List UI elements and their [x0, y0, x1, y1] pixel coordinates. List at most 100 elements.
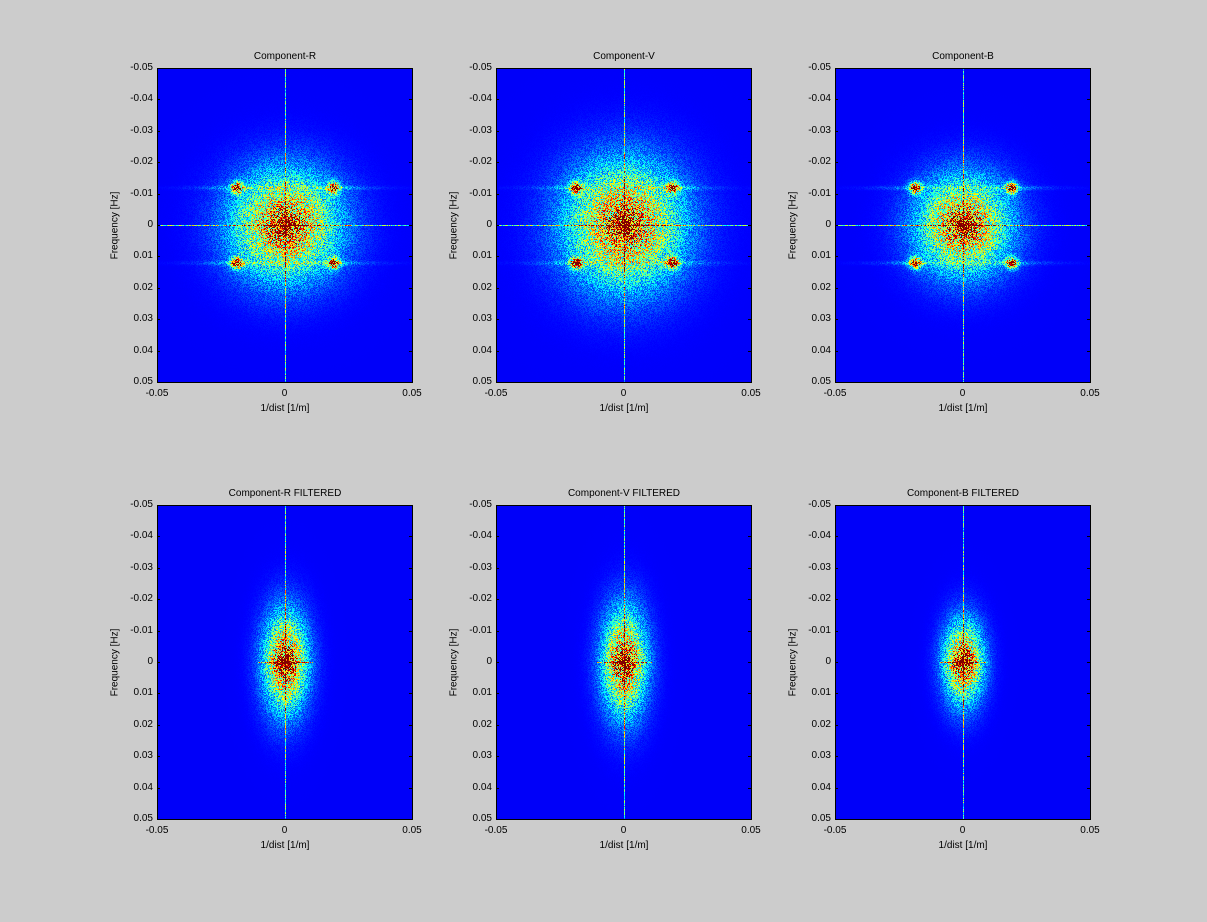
y-tick-label: 0.05 [472, 813, 492, 824]
y-axis-label: Frequency [Hz] [448, 628, 460, 696]
heatmap-plot [496, 505, 752, 820]
y-tick-mark [1087, 225, 1090, 226]
y-tick-mark [748, 567, 751, 569]
y-tick-mark [748, 193, 751, 195]
x-tick-label: 0.05 [402, 825, 422, 836]
heatmap-plot [835, 505, 1091, 820]
y-tick-mark [157, 130, 160, 132]
x-tick-label: 0.05 [402, 388, 422, 399]
x-axis-label: 1/dist [1/m] [599, 403, 649, 414]
y-tick-mark [835, 567, 838, 569]
y-tick-mark [496, 130, 499, 132]
y-tick-label: -0.01 [469, 187, 492, 199]
y-tick-mark [1087, 819, 1090, 820]
y-tick-label: -0.03 [130, 124, 153, 136]
y-tick-mark [409, 256, 412, 258]
y-tick-label: 0 [825, 219, 831, 230]
y-tick-mark [835, 256, 838, 258]
x-tick-label: 0 [959, 825, 966, 836]
y-tick-mark [496, 536, 499, 538]
y-tick-label: -0.05 [808, 62, 831, 73]
y-tick-mark [496, 662, 499, 663]
heatmap-plot [496, 68, 752, 383]
heatmap-plot [157, 505, 413, 820]
y-tick-mark [835, 350, 838, 352]
y-tick-label: -0.02 [808, 593, 831, 605]
x-tick-label: -0.05 [484, 825, 508, 836]
y-tick-mark [496, 724, 499, 726]
y-tick-label: 0.02 [811, 281, 831, 293]
y-tick-mark [835, 287, 838, 289]
y-tick-label: 0.05 [133, 813, 153, 824]
x-tick-label: 0 [620, 388, 627, 399]
spectrum-canvas [836, 69, 1090, 382]
y-tick-label: 0 [486, 219, 492, 230]
y-tick-label: 0 [825, 656, 831, 667]
y-tick-mark [748, 287, 751, 289]
chart-title: Component-V [593, 51, 655, 62]
y-tick-label: 0.05 [811, 376, 831, 387]
y-tick-mark [157, 162, 160, 164]
y-tick-mark [409, 193, 412, 195]
y-tick-mark [496, 819, 499, 820]
x-tick-label: 0.05 [741, 388, 761, 399]
y-tick-mark [496, 99, 499, 101]
y-tick-label: 0.04 [133, 344, 153, 356]
y-tick-mark [1087, 536, 1090, 538]
y-tick-label: -0.01 [130, 624, 153, 636]
y-tick-mark [409, 162, 412, 164]
y-tick-label: 0.01 [133, 687, 153, 699]
chart-title: Component-R FILTERED [228, 488, 342, 499]
y-tick-mark [835, 724, 838, 726]
spectrum-canvas [836, 506, 1090, 819]
y-tick-mark [835, 819, 838, 820]
y-tick-label: -0.03 [469, 561, 492, 573]
x-tick-label: -0.05 [823, 388, 847, 399]
y-tick-label: -0.05 [469, 499, 492, 510]
y-tick-mark [496, 567, 499, 569]
y-tick-mark [409, 319, 412, 321]
y-tick-mark [496, 287, 499, 289]
y-tick-label: -0.05 [808, 499, 831, 510]
y-tick-mark [835, 662, 838, 663]
y-tick-mark [157, 68, 160, 69]
y-tick-mark [409, 99, 412, 101]
y-tick-mark [496, 693, 499, 695]
y-tick-mark [748, 130, 751, 132]
y-tick-mark [409, 693, 412, 695]
chart-title: Component-R [253, 51, 317, 62]
y-tick-mark [835, 68, 838, 69]
y-tick-mark [157, 505, 160, 506]
y-tick-label: 0 [147, 656, 153, 667]
y-tick-mark [835, 630, 838, 632]
y-axis-label: Frequency [Hz] [787, 628, 799, 696]
y-tick-mark [496, 599, 499, 601]
y-tick-mark [1087, 567, 1090, 569]
x-tick-label: -0.05 [484, 388, 508, 399]
y-tick-mark [409, 662, 412, 663]
y-tick-mark [157, 819, 160, 820]
y-tick-mark [1087, 256, 1090, 258]
y-tick-label: -0.02 [469, 593, 492, 605]
spectrum-canvas [497, 69, 751, 382]
y-tick-mark [496, 382, 499, 383]
y-tick-label: 0.04 [133, 781, 153, 793]
y-tick-mark [409, 630, 412, 632]
y-tick-label: 0.01 [811, 687, 831, 699]
y-tick-mark [409, 756, 412, 758]
y-tick-mark [496, 162, 499, 164]
y-tick-mark [409, 350, 412, 352]
y-tick-label: 0.02 [811, 718, 831, 730]
y-tick-label: -0.04 [130, 530, 153, 542]
y-tick-mark [157, 662, 160, 663]
y-tick-label: 0.03 [472, 313, 492, 325]
y-tick-label: -0.05 [469, 62, 492, 73]
x-tick-label: 0.05 [741, 825, 761, 836]
y-tick-mark [157, 99, 160, 101]
y-tick-mark [1087, 382, 1090, 383]
y-tick-mark [157, 756, 160, 758]
y-tick-label: 0.03 [133, 313, 153, 325]
y-tick-mark [157, 787, 160, 789]
y-tick-label: -0.01 [130, 187, 153, 199]
y-tick-label: 0.04 [811, 781, 831, 793]
